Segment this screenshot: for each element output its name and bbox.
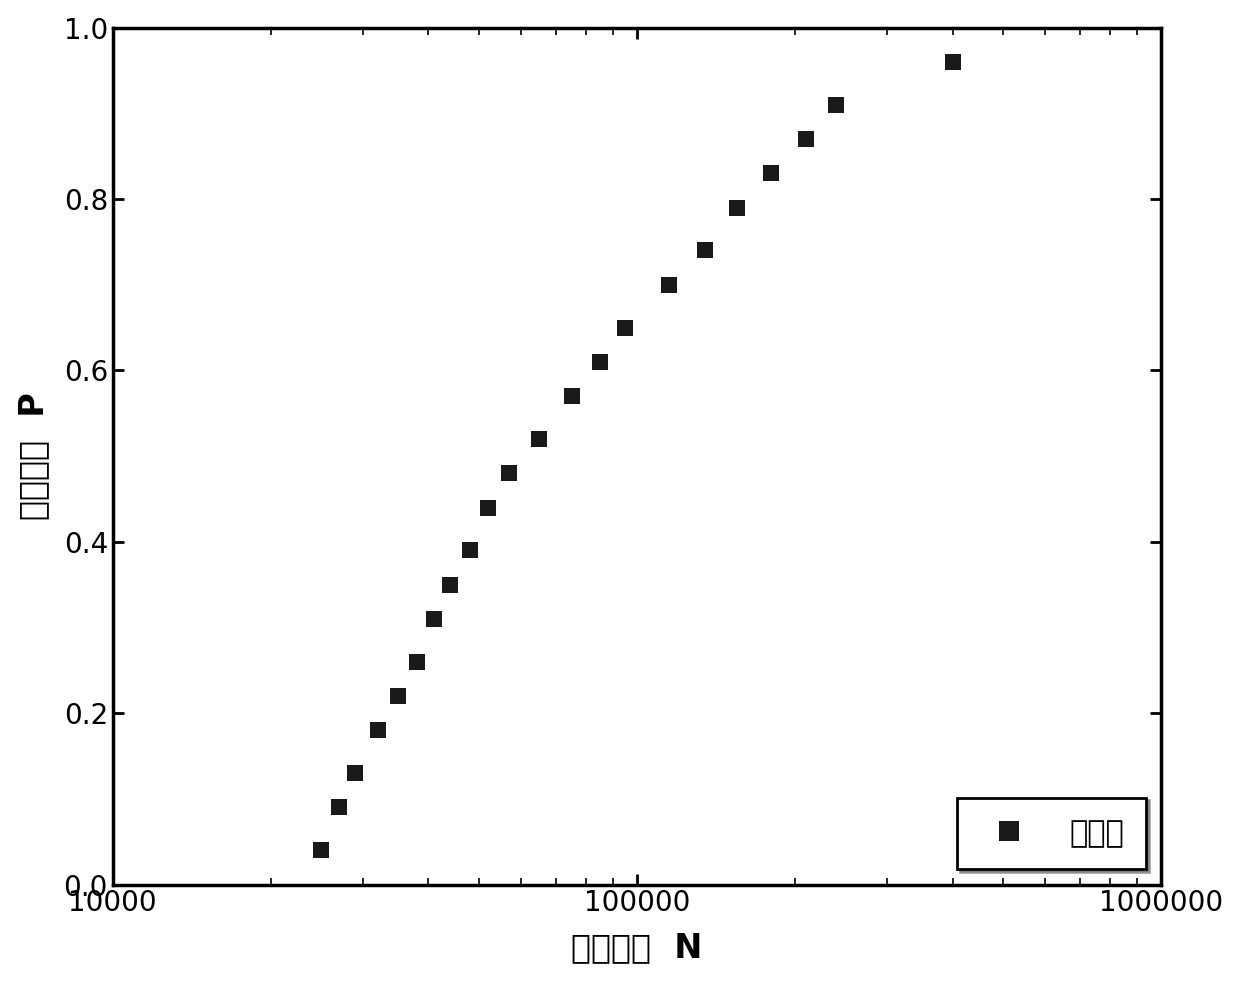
- Point: [529, 431, 549, 446]
- Point: [615, 320, 635, 336]
- Point: [460, 542, 480, 558]
- Point: [826, 97, 846, 113]
- Point: [796, 131, 816, 147]
- Point: [407, 654, 427, 670]
- Y-axis label: 累积概率  P: 累积概率 P: [16, 392, 50, 520]
- Point: [388, 689, 408, 704]
- Point: [424, 611, 444, 627]
- Point: [500, 465, 520, 481]
- Point: [727, 200, 746, 216]
- X-axis label: 疲劳寿命  N: 疲劳寿命 N: [572, 931, 703, 964]
- Point: [329, 800, 348, 815]
- Point: [479, 499, 498, 515]
- Point: [658, 277, 678, 292]
- Point: [942, 54, 962, 70]
- Point: [311, 843, 331, 858]
- Point: [440, 577, 460, 593]
- Point: [696, 242, 715, 258]
- Point: [345, 765, 365, 781]
- Point: [590, 354, 610, 370]
- Point: [368, 722, 388, 738]
- Point: [562, 388, 582, 404]
- Point: [761, 166, 781, 181]
- Legend: 秩统计: 秩统计: [957, 798, 1146, 869]
